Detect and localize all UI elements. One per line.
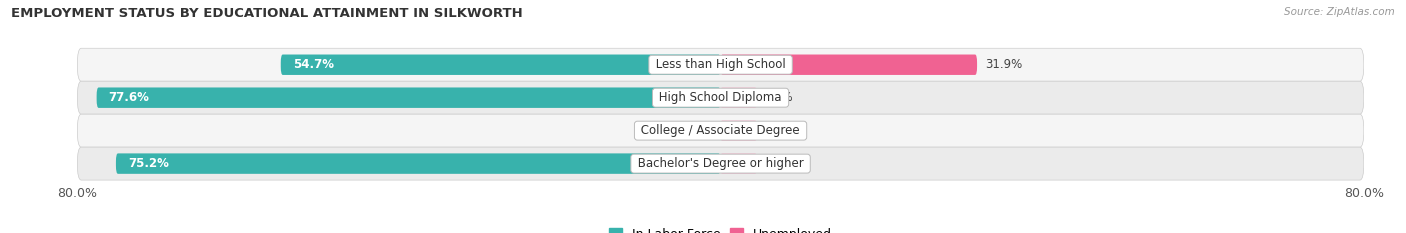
FancyBboxPatch shape [721,55,977,75]
FancyBboxPatch shape [721,87,756,108]
Text: High School Diploma: High School Diploma [655,91,786,104]
Text: 0.0%: 0.0% [763,91,793,104]
Text: 77.6%: 77.6% [108,91,149,104]
FancyBboxPatch shape [97,87,721,108]
FancyBboxPatch shape [281,55,721,75]
FancyBboxPatch shape [721,120,756,141]
Text: 0.0%: 0.0% [671,124,700,137]
Text: 0.0%: 0.0% [763,157,793,170]
Text: 75.2%: 75.2% [128,157,169,170]
FancyBboxPatch shape [77,81,1364,114]
Text: Bachelor's Degree or higher: Bachelor's Degree or higher [634,157,807,170]
Text: 31.9%: 31.9% [986,58,1022,71]
Text: 54.7%: 54.7% [292,58,333,71]
Text: College / Associate Degree: College / Associate Degree [637,124,804,137]
FancyBboxPatch shape [77,114,1364,147]
FancyBboxPatch shape [77,147,1364,180]
Text: Less than High School: Less than High School [652,58,789,71]
Text: EMPLOYMENT STATUS BY EDUCATIONAL ATTAINMENT IN SILKWORTH: EMPLOYMENT STATUS BY EDUCATIONAL ATTAINM… [11,7,523,20]
Text: Source: ZipAtlas.com: Source: ZipAtlas.com [1284,7,1395,17]
FancyBboxPatch shape [77,48,1364,81]
FancyBboxPatch shape [115,153,721,174]
FancyBboxPatch shape [721,153,756,174]
Legend: In Labor Force, Unemployed: In Labor Force, Unemployed [605,223,837,233]
Text: 0.0%: 0.0% [763,124,793,137]
